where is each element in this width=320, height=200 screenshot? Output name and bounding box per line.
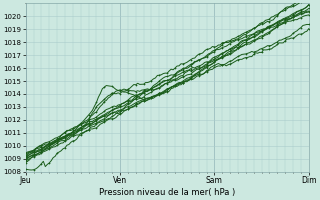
X-axis label: Pression niveau de la mer( hPa ): Pression niveau de la mer( hPa ) [99,188,235,197]
